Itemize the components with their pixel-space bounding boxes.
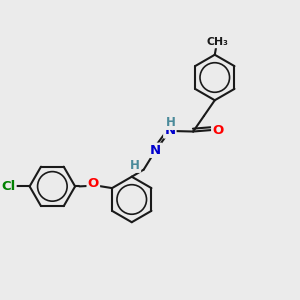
Text: N: N: [150, 144, 161, 157]
Text: O: O: [212, 124, 224, 136]
Text: Cl: Cl: [1, 180, 15, 193]
Text: N: N: [164, 124, 175, 137]
Text: CH₃: CH₃: [207, 37, 229, 47]
Text: O: O: [88, 177, 99, 190]
Text: H: H: [130, 159, 140, 172]
Text: H: H: [166, 116, 176, 129]
